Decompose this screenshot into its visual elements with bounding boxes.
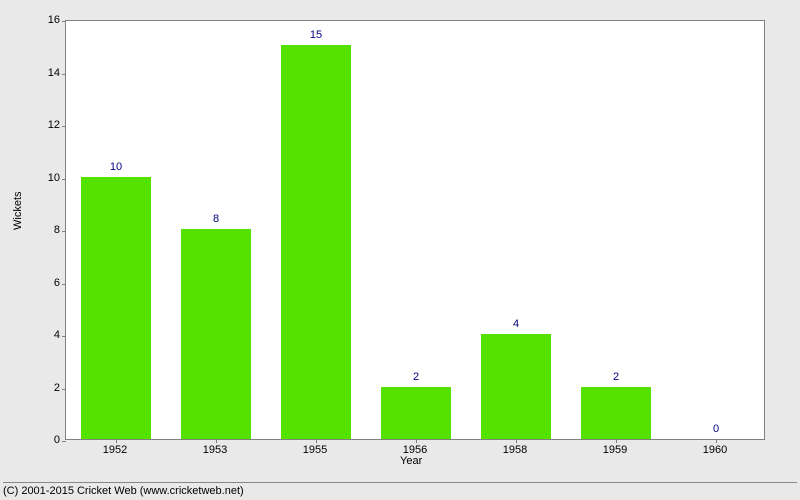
x-tick: [416, 439, 417, 443]
bar-value-label: 10: [110, 161, 122, 173]
x-tick: [116, 439, 117, 443]
x-tick-label: 1956: [403, 444, 427, 456]
x-tick-label: 1952: [103, 444, 127, 456]
y-tick: [62, 74, 66, 75]
x-axis-label: Year: [400, 455, 422, 467]
y-tick: [62, 231, 66, 232]
x-tick-label: 1959: [603, 444, 627, 456]
bar-value-label: 8: [213, 213, 219, 225]
y-tick-label: 8: [30, 224, 60, 236]
x-tick-label: 1960: [703, 444, 727, 456]
bar-value-label: 15: [310, 29, 322, 41]
x-tick-label: 1958: [503, 444, 527, 456]
bar: [181, 229, 251, 439]
x-tick: [716, 439, 717, 443]
y-tick: [62, 179, 66, 180]
y-tick-label: 10: [30, 172, 60, 184]
x-tick: [516, 439, 517, 443]
bar: [281, 45, 351, 439]
y-tick: [62, 441, 66, 442]
x-tick: [216, 439, 217, 443]
copyright-text: (C) 2001-2015 Cricket Web (www.cricketwe…: [3, 482, 797, 497]
y-tick: [62, 21, 66, 22]
plot-area: 10 8 15 2 4 2 0: [65, 20, 765, 440]
bar-value-label: 4: [513, 318, 519, 330]
y-tick: [62, 389, 66, 390]
y-tick-label: 16: [30, 14, 60, 26]
chart-wrapper: Wickets Year 10 8 15 2 4 2 0 (C) 2001-2015 Cri…: [0, 0, 800, 500]
bar-value-label: 0: [713, 423, 719, 435]
x-tick-label: 1953: [203, 444, 227, 456]
bar: [81, 177, 151, 440]
y-tick-label: 12: [30, 119, 60, 131]
y-tick-label: 14: [30, 67, 60, 79]
x-tick: [616, 439, 617, 443]
bar: [481, 334, 551, 439]
y-tick: [62, 284, 66, 285]
y-tick: [62, 336, 66, 337]
bar-value-label: 2: [613, 371, 619, 383]
bar-value-label: 2: [413, 371, 419, 383]
bar: [381, 387, 451, 440]
y-axis-label: Wickets: [12, 192, 24, 231]
x-tick: [316, 439, 317, 443]
x-tick-label: 1955: [303, 444, 327, 456]
bar: [581, 387, 651, 440]
y-tick-label: 6: [30, 277, 60, 289]
y-tick-label: 4: [30, 329, 60, 341]
y-tick: [62, 126, 66, 127]
y-tick-label: 2: [30, 382, 60, 394]
y-tick-label: 0: [30, 434, 60, 446]
